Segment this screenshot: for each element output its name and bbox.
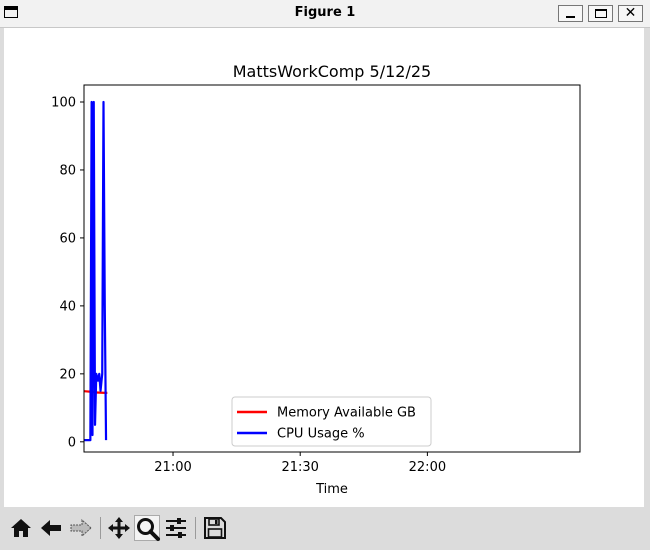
line-chart: MattsWorkComp 5/12/25 0 20 40 60 80 100 21:00 21… — [51, 62, 581, 497]
x-tick-label: 22:00 — [409, 460, 446, 475]
legend-label-2: CPU Usage % — [277, 427, 365, 442]
home-button[interactable] — [8, 515, 34, 541]
back-button[interactable] — [38, 515, 64, 541]
x-tick-label: 21:00 — [154, 460, 191, 475]
legend-label-1: Memory Available GB — [277, 406, 416, 421]
chart-title: MattsWorkComp 5/12/25 — [233, 62, 431, 81]
y-tick-label: 20 — [59, 367, 76, 382]
toolbar-separator — [195, 517, 196, 539]
plot-frame — [83, 84, 581, 453]
window-titlebar: Figure 1 ✕ — [0, 0, 650, 28]
configure-subplots-icon — [166, 518, 186, 538]
forward-arrow-icon — [70, 518, 92, 538]
save-icon — [204, 517, 226, 539]
pan-icon — [108, 517, 130, 539]
maximize-button[interactable] — [588, 5, 613, 22]
minimize-button[interactable] — [558, 5, 583, 22]
zoom-button[interactable] — [134, 515, 160, 541]
window-title: Figure 1 — [294, 5, 356, 20]
forward-button[interactable] — [68, 515, 94, 541]
y-tick-label: 60 — [59, 231, 76, 246]
minimize-icon — [566, 16, 575, 18]
zoom-icon — [137, 518, 160, 541]
close-icon: ✕ — [624, 5, 637, 21]
x-axis-label: Time — [315, 482, 348, 497]
x-tick-label: 21:30 — [281, 460, 318, 475]
home-icon — [11, 519, 31, 537]
save-button[interactable] — [202, 515, 228, 541]
maximize-icon — [595, 9, 607, 18]
y-tick-label: 100 — [51, 95, 76, 110]
navigation-toolbar — [0, 507, 650, 550]
legend-box — [231, 396, 432, 447]
toolbar-separator — [100, 517, 101, 539]
pan-button[interactable] — [106, 515, 132, 541]
y-tick-label: 0 — [68, 435, 76, 450]
figure-canvas[interactable]: MattsWorkComp 5/12/25 0 20 40 60 80 100 21:00 21… — [4, 28, 644, 507]
back-arrow-icon — [41, 520, 61, 536]
series-line-2 — [84, 100, 108, 442]
configure-subplots-button[interactable] — [163, 515, 189, 541]
close-button[interactable]: ✕ — [618, 5, 643, 22]
window-app-icon — [4, 6, 18, 18]
y-tick-label: 80 — [59, 163, 76, 178]
y-tick-label: 40 — [59, 299, 76, 314]
